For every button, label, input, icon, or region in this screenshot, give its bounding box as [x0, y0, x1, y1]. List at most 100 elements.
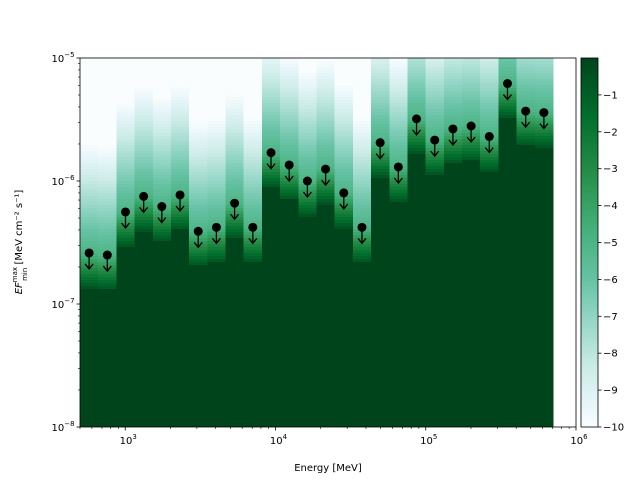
- upper-limit-marker: [84, 248, 94, 271]
- band-cell: [462, 274, 481, 278]
- band-cell: [116, 289, 136, 293]
- band-cell: [98, 103, 117, 107]
- band-cell: [170, 148, 190, 152]
- band-cell: [80, 106, 99, 110]
- band-cell: [352, 337, 372, 341]
- band-cell: [152, 247, 172, 251]
- band-cell: [116, 235, 136, 239]
- band-cell: [425, 64, 445, 68]
- band-cell: [98, 190, 117, 194]
- band-cell: [462, 244, 481, 248]
- band-cell: [116, 67, 136, 71]
- band-cell: [316, 265, 336, 269]
- band-cell: [189, 424, 208, 427]
- band-cell: [334, 82, 354, 86]
- band-cell: [407, 145, 427, 149]
- band-cell: [407, 178, 427, 182]
- band-cell: [534, 262, 554, 266]
- band-cell: [98, 91, 117, 95]
- band-cell: [334, 172, 354, 176]
- band-cell: [298, 403, 318, 407]
- band-cell: [261, 409, 281, 413]
- band-cell: [189, 415, 208, 419]
- band-cell: [207, 124, 227, 128]
- band-cell: [98, 295, 117, 299]
- band-cell: [462, 388, 481, 392]
- band-cell: [243, 286, 263, 290]
- band-cell: [498, 151, 518, 155]
- band-cell: [334, 211, 354, 215]
- band-cell: [516, 307, 536, 311]
- colorbar-cell: [581, 318, 598, 321]
- band-cell: [443, 286, 463, 290]
- band-cell: [80, 355, 99, 359]
- band-cell: [516, 199, 536, 203]
- band-cell: [116, 307, 136, 311]
- band-cell: [516, 334, 536, 338]
- band-cell: [462, 142, 481, 146]
- band-cell: [443, 295, 463, 299]
- band-cell: [189, 361, 208, 365]
- band-cell: [462, 214, 481, 218]
- band-cell: [498, 100, 518, 104]
- band-cell: [498, 58, 518, 62]
- band-cell: [407, 340, 427, 344]
- band-cell: [443, 310, 463, 314]
- band-cell: [534, 418, 554, 422]
- band-cell: [334, 124, 354, 128]
- band-cell: [134, 229, 154, 233]
- band-cell: [389, 346, 409, 350]
- band-cell: [80, 112, 99, 116]
- band-cell: [243, 214, 263, 218]
- band-cell: [116, 271, 136, 275]
- band-cell: [280, 412, 299, 416]
- band-cell: [134, 73, 154, 77]
- band-cell: [462, 217, 481, 221]
- band-cell: [280, 316, 299, 320]
- band-cell: [425, 307, 445, 311]
- band-cell: [116, 151, 136, 155]
- band-cell: [280, 391, 299, 395]
- band-cell: [152, 106, 172, 110]
- band-cell: [389, 79, 409, 83]
- band-cell: [462, 343, 481, 347]
- band-cell: [189, 157, 208, 161]
- band-cell: [534, 307, 554, 311]
- band-cell: [407, 91, 427, 95]
- band-cell: [189, 67, 208, 71]
- band-cell: [480, 184, 499, 188]
- band-cell: [498, 76, 518, 80]
- band-cell: [243, 211, 263, 215]
- band-cell: [334, 79, 354, 83]
- band-cell: [389, 310, 409, 314]
- band-cell: [98, 379, 117, 383]
- band-cell: [207, 316, 227, 320]
- band-cell: [170, 298, 190, 302]
- band-cell: [243, 271, 263, 275]
- colorbar-cell: [581, 180, 598, 183]
- band-cell: [207, 193, 227, 197]
- band-cell: [498, 124, 518, 128]
- band-cell: [298, 244, 318, 248]
- band-cell: [334, 232, 354, 236]
- band-cell: [98, 310, 117, 314]
- band-cell: [225, 121, 245, 125]
- band-cell: [480, 73, 499, 77]
- band-cell: [261, 127, 281, 131]
- band-cell: [498, 235, 518, 239]
- band-cell: [498, 118, 518, 122]
- band-cell: [316, 373, 336, 377]
- band-cell: [498, 172, 518, 176]
- colorbar-cell: [581, 350, 598, 353]
- band-cell: [389, 292, 409, 296]
- band-cell: [480, 337, 499, 341]
- band-cell: [298, 253, 318, 257]
- band-cell: [116, 121, 136, 125]
- band-cell: [316, 370, 336, 374]
- upper-limit-arrowhead: [157, 217, 167, 224]
- band-cell: [425, 226, 445, 230]
- colorbar-cell: [581, 358, 598, 361]
- band-cell: [207, 76, 227, 80]
- band-cell: [134, 394, 154, 398]
- band-cell: [207, 355, 227, 359]
